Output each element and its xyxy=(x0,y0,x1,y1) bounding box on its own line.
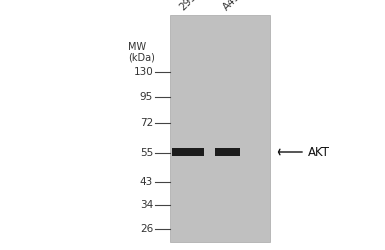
Text: 26: 26 xyxy=(140,224,153,234)
Text: MW: MW xyxy=(128,42,146,52)
Text: A431: A431 xyxy=(221,0,247,12)
Text: (kDa): (kDa) xyxy=(128,52,155,62)
Text: 95: 95 xyxy=(140,92,153,102)
Bar xyxy=(215,148,240,156)
Text: 34: 34 xyxy=(140,200,153,210)
Bar xyxy=(170,15,270,242)
Text: AKT: AKT xyxy=(308,146,330,158)
Text: 55: 55 xyxy=(140,148,153,158)
Text: 72: 72 xyxy=(140,118,153,128)
Text: 43: 43 xyxy=(140,177,153,187)
Text: 293T: 293T xyxy=(178,0,204,12)
Bar xyxy=(172,148,204,156)
Text: 130: 130 xyxy=(133,67,153,77)
